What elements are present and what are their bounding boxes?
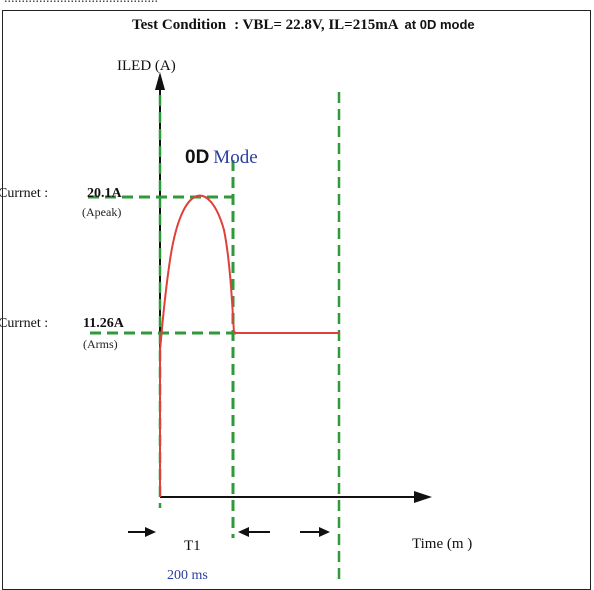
current-waveform <box>159 194 339 497</box>
y-axis-arrowhead <box>155 72 165 90</box>
peak-current-label: Currnet : <box>0 186 49 201</box>
t1-end-arrowhead <box>238 527 249 537</box>
x-axis-label: Time (m ) <box>412 536 473 552</box>
rms-current-sublabel: (Arms) <box>83 337 118 351</box>
t1-interval-label: T1 <box>184 538 201 554</box>
duration-label: 200 ms <box>167 568 208 583</box>
test-condition-values: : VBL= 22.8V, IL=215mA <box>234 17 399 33</box>
t1-start-arrowhead <box>145 527 156 537</box>
mode-label: 0D Mode <box>185 147 258 169</box>
mode-label-rest: Mode <box>213 147 258 168</box>
y-axis-label: ILED (A) <box>117 58 176 74</box>
top-cropped-text: ........................................… <box>0 0 594 8</box>
end-arrowhead <box>319 527 330 537</box>
top-cropped-caption: ........................................… <box>4 0 158 7</box>
test-condition-label: Test Condition <box>132 17 227 33</box>
rms-current-value: 11.26A <box>83 316 124 331</box>
mode-label-bold: 0D <box>185 147 210 168</box>
test-condition-title: Test Condition : VBL= 22.8V, IL=215mA at 0… <box>132 17 475 34</box>
rms-current-label: Currnet : <box>0 316 49 331</box>
x-axis-arrowhead <box>414 491 432 503</box>
test-condition-mode: at 0D mode <box>404 17 475 32</box>
peak-current-sublabel: (Apeak) <box>82 205 122 219</box>
peak-current-value: 20.1A <box>87 186 122 201</box>
